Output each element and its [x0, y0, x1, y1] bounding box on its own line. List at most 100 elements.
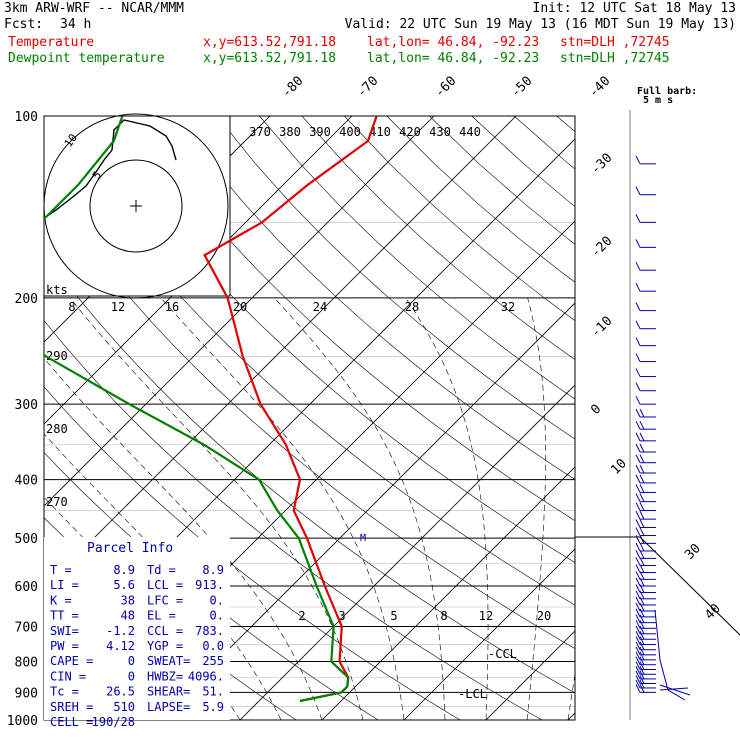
- legend-dewpoint-stn: stn=DLH ,72745: [560, 51, 670, 66]
- lcl-label: -LCL: [458, 687, 487, 701]
- full-barb-label: Full barb:: [637, 86, 697, 97]
- valid-time: Valid: 22 UTC Sun 19 May 13 (16 MDT Sun …: [344, 17, 736, 32]
- moist-adiabat: [274, 297, 446, 720]
- parcel-row-cell: 190/28: [92, 715, 135, 729]
- wind-hodo-tail: [654, 609, 691, 701]
- dry-adiabat: [429, 116, 575, 245]
- full-barb-unit: 5 m s: [643, 95, 673, 106]
- parcel-row-cell: Tc =: [50, 685, 79, 699]
- mixing-ratio-low-label: 12: [479, 609, 493, 623]
- legend-temperature-latlon: lat,lon= 46.84, -92.23: [367, 35, 540, 50]
- parcel-row-cell: EL =: [147, 609, 176, 623]
- pressure-label-500: 500: [15, 532, 38, 547]
- legend-dewpoint: Dewpoint temperature: [8, 51, 165, 66]
- theta-e-label: 420: [399, 125, 421, 139]
- theta-e-label: 400: [339, 125, 361, 139]
- diagram-frame: [43, 115, 576, 721]
- dry-adiabat: [301, 116, 575, 360]
- hodograph: 510: [43, 113, 231, 299]
- moist-adiabat: [69, 297, 364, 720]
- temp-tick-label: -80: [279, 74, 306, 101]
- parcel-row-cell: YGP =: [147, 639, 183, 653]
- parcel-row-cell: 0.: [210, 609, 224, 623]
- parcel-row-cell: 4096.: [188, 669, 224, 683]
- parcel-row-cell: 51.: [202, 685, 224, 699]
- parcel-row-cell: 0: [128, 669, 135, 683]
- parcel-row-cell: LI =: [50, 578, 79, 592]
- hodograph-trace: [43, 119, 177, 219]
- temp-tick-label: -30: [588, 151, 615, 178]
- diagram-grid: [44, 116, 740, 720]
- temp-tick-label: -50: [508, 74, 535, 101]
- parcel-row-cell: 26.5: [106, 685, 135, 699]
- parcel-row-cell: TT =: [50, 609, 79, 623]
- wind-axis-label-30: 30: [682, 541, 704, 563]
- isotherm: [44, 116, 517, 589]
- temp-tick-label: -60: [432, 74, 459, 101]
- parcel-info-panel: Parcel Info T = 8.9 Td = 8.9 LI = 5.6 LCL = 913…: [44, 537, 230, 729]
- init-time: Init: 12 UTC Sat 18 May 13: [532, 1, 737, 16]
- parcel-row-cell: SREH =: [50, 700, 93, 714]
- dry-adiabat: [44, 181, 575, 649]
- theta-e-label: 430: [429, 125, 451, 139]
- isotherm: [239, 384, 575, 720]
- parcel-row-cell: 510: [113, 700, 135, 714]
- parcel-row-cell: CELL =: [50, 715, 93, 729]
- parcel-row-cell: SHEAR=: [147, 685, 190, 699]
- pressure-label-100: 100: [15, 110, 38, 125]
- mixing-ratio-low-label: 20: [537, 609, 551, 623]
- isotherm: [44, 116, 353, 425]
- parcel-row-cell: LCL =: [147, 578, 183, 592]
- sounding-profiles: [44, 116, 378, 703]
- hodograph-label-10: 10: [62, 131, 80, 149]
- temp-tick-label: -10: [588, 314, 615, 341]
- parcel-row-cell: 4.12: [106, 639, 135, 653]
- mixing-ratio-low-label: 3: [338, 609, 345, 623]
- parcel-row-cell: K =: [50, 593, 72, 607]
- pressure-label-700: 700: [15, 620, 38, 635]
- model-title: 3km ARW-WRF -- NCAR/MMM: [4, 1, 185, 16]
- dry-adiabat: [47, 116, 575, 606]
- isotherm: [567, 712, 575, 720]
- mixing-ratio-label: 28: [405, 300, 419, 314]
- parcel-row-cell: SWEAT=: [147, 654, 190, 668]
- theta-e-label: 380: [279, 125, 301, 139]
- dry-adiabat: [44, 251, 575, 694]
- theta-e-label: 410: [369, 125, 391, 139]
- mixing-ratio-label: 8: [68, 300, 75, 314]
- parcel-row-cell: CCL =: [147, 624, 183, 638]
- pw-marker: M: [360, 533, 366, 544]
- temp-tick-label: 10: [608, 456, 630, 478]
- parcel-row-cell: 0.0: [202, 639, 224, 653]
- dry-adiabat: [556, 116, 575, 132]
- theta-label: 290: [46, 349, 68, 363]
- plot-border: [43, 115, 576, 721]
- mixing-ratio-low-label: 2: [298, 609, 305, 623]
- legend-dewpoint-xy: x,y=613.52,791.18: [203, 51, 337, 66]
- legend-dewpoint-latlon: lat,lon= 46.84, -92.23: [367, 51, 540, 66]
- dry-adiabat: [44, 386, 461, 720]
- dry-adiabat: [471, 116, 575, 207]
- theta-e-label: 370: [249, 125, 271, 139]
- kts-label: kts: [46, 283, 68, 297]
- isotherm: [485, 630, 575, 720]
- parcel-row-cell: 5.9: [202, 700, 224, 714]
- dry-adiabat: [131, 116, 575, 522]
- temp-tick-label: -70: [354, 74, 381, 101]
- mixing-ratio-label: 16: [165, 300, 179, 314]
- fcst-value: 34 h: [60, 17, 92, 32]
- hodograph-ring-5: [89, 159, 183, 253]
- parcel-info-title: Parcel Info: [87, 541, 173, 556]
- pressure-label-200: 200: [15, 292, 38, 307]
- parcel-row-cell: 913.: [195, 578, 224, 592]
- temp-tick-label: -20: [588, 234, 615, 261]
- isotherm: [44, 116, 435, 507]
- wind-barbs: [575, 110, 740, 720]
- fcst-label: Fcst:: [4, 17, 44, 32]
- isotherm: [650, 116, 740, 720]
- theta-e-label: 440: [459, 125, 481, 139]
- dry-adiabat: [259, 116, 575, 400]
- temp-tick-label: 0: [588, 402, 604, 418]
- dry-adiabat: [513, 116, 575, 170]
- pressure-label-300: 300: [15, 398, 38, 413]
